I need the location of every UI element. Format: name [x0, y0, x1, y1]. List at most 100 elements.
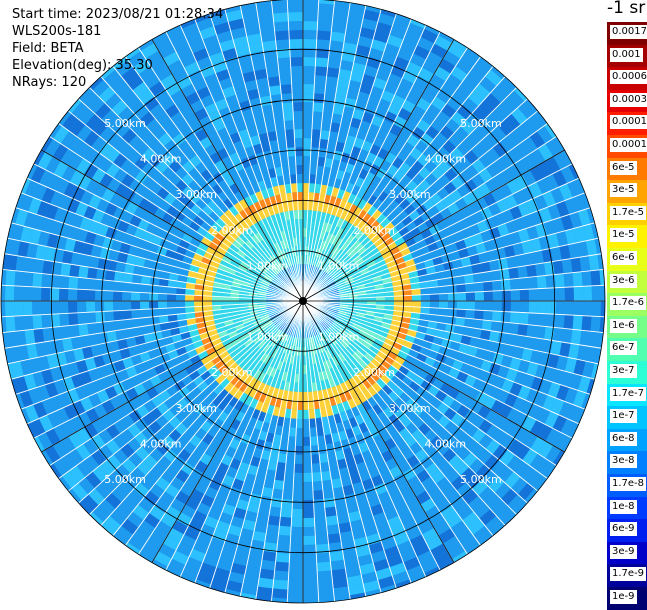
range-gate-cell — [275, 39, 290, 50]
range-gate-cell — [335, 207, 344, 218]
range-gate-cell — [285, 129, 295, 139]
range-gate-cell — [314, 279, 322, 287]
range-gate-cell — [122, 187, 137, 202]
range-gate-cell — [297, 400, 303, 410]
range-gate-cell — [371, 115, 384, 128]
range-gate-cell — [437, 315, 448, 324]
range-gate-cell — [64, 237, 77, 253]
start-time-text: Start time: 2023/08/21 01:28:34 — [12, 7, 224, 22]
range-gate-cell — [107, 177, 122, 193]
range-gate-cell — [113, 310, 123, 321]
range-gate-cell — [225, 466, 239, 479]
range-gate-cell — [159, 491, 176, 506]
range-gate-cell — [329, 40, 344, 52]
range-gate-cell — [228, 330, 238, 339]
range-gate-cell — [332, 104, 345, 116]
range-gate-cell — [582, 285, 592, 301]
range-gate-cell — [311, 454, 321, 464]
range-gate-cell — [286, 598, 303, 603]
range-gate-cell — [394, 502, 410, 516]
range-gate-cell — [348, 510, 362, 523]
range-gate-cell — [324, 329, 332, 339]
range-gate-cell — [410, 392, 423, 405]
range-gate-cell — [258, 132, 270, 144]
range-gate-cell — [127, 51, 146, 68]
range-gate-cell — [384, 305, 394, 311]
range-gate-cell — [409, 83, 425, 98]
range-gate-cell — [225, 323, 235, 331]
range-gate-cell — [137, 370, 150, 384]
range-gate-cell — [195, 247, 206, 257]
range-gate-cell — [222, 541, 238, 555]
range-gate-cell — [434, 35, 452, 51]
range-gate-cell — [104, 290, 114, 301]
range-gate-cell — [402, 295, 412, 301]
range-gate-cell — [324, 506, 337, 517]
range-gate-cell — [514, 443, 531, 461]
range-gate-cell — [345, 234, 355, 245]
range-gate-cell — [425, 327, 437, 337]
range-gate-cell — [121, 128, 137, 144]
range-gate-cell — [248, 387, 258, 399]
range-gate-cell — [112, 206, 126, 221]
range-gate-cell — [387, 390, 400, 403]
range-gate-cell — [130, 192, 144, 206]
range-gate-cell — [238, 233, 249, 244]
range-gate-cell — [348, 387, 358, 399]
range-gate-cell — [330, 324, 339, 332]
range-gate-cell — [285, 278, 292, 287]
range-gate-cell — [114, 319, 125, 331]
range-gate-cell — [332, 13, 349, 25]
range-gate-cell — [92, 378, 105, 393]
range-gate-cell — [149, 301, 159, 310]
range-gate-cell — [211, 195, 224, 207]
range-gate-cell — [212, 119, 226, 132]
range-gate-cell — [136, 343, 148, 355]
range-gate-cell — [274, 276, 283, 284]
range-gate-cell — [181, 565, 200, 580]
range-gate-cell — [105, 269, 116, 282]
range-ring-label: 2.00km — [211, 366, 253, 379]
range-gate-cell — [227, 524, 243, 537]
range-gate-cell — [279, 311, 288, 318]
range-gate-cell — [312, 276, 319, 286]
range-gate-cell — [411, 126, 426, 141]
range-gate-cell — [434, 551, 452, 567]
range-gate-cell — [421, 476, 436, 491]
range-gate-cell — [462, 326, 473, 337]
range-gate-cell — [167, 286, 177, 295]
range-gate-cell — [370, 86, 384, 99]
range-gate-cell — [280, 260, 287, 269]
range-gate-cell — [313, 84, 326, 95]
range-gate-cell — [373, 354, 384, 364]
range-gate-cell — [91, 418, 106, 434]
range-gate-cell — [303, 445, 312, 455]
range-gate-cell — [337, 312, 347, 318]
range-gate-cell — [37, 355, 50, 372]
range-gate-cell — [372, 135, 386, 148]
range-gate-cell — [345, 24, 362, 36]
range-gate-cell — [329, 367, 337, 378]
range-gate-cell — [327, 312, 337, 318]
range-gate-cell — [492, 301, 502, 312]
range-gate-cell — [98, 141, 114, 158]
range-gate-cell — [204, 231, 215, 242]
range-ring-label: 5.00km — [460, 117, 502, 130]
range-gate-cell — [506, 454, 523, 472]
range-gate-cell — [290, 535, 303, 545]
range-gate-cell — [438, 301, 448, 309]
range-gate-cell — [120, 143, 136, 159]
range-gate-cell — [400, 403, 412, 416]
range-gate-cell — [225, 358, 236, 368]
range-gate-cell — [225, 271, 235, 279]
range-gate-cell — [295, 156, 303, 166]
range-gate-cell — [241, 335, 252, 344]
range-gate-cell — [295, 165, 303, 175]
range-gate-cell — [357, 358, 368, 369]
range-gate-cell — [55, 407, 70, 425]
range-gate-cell — [209, 51, 225, 65]
range-gate-cell — [243, 338, 254, 347]
range-gate-cell — [274, 30, 290, 41]
range-gate-cell — [205, 188, 218, 200]
range-gate-cell — [38, 169, 54, 188]
